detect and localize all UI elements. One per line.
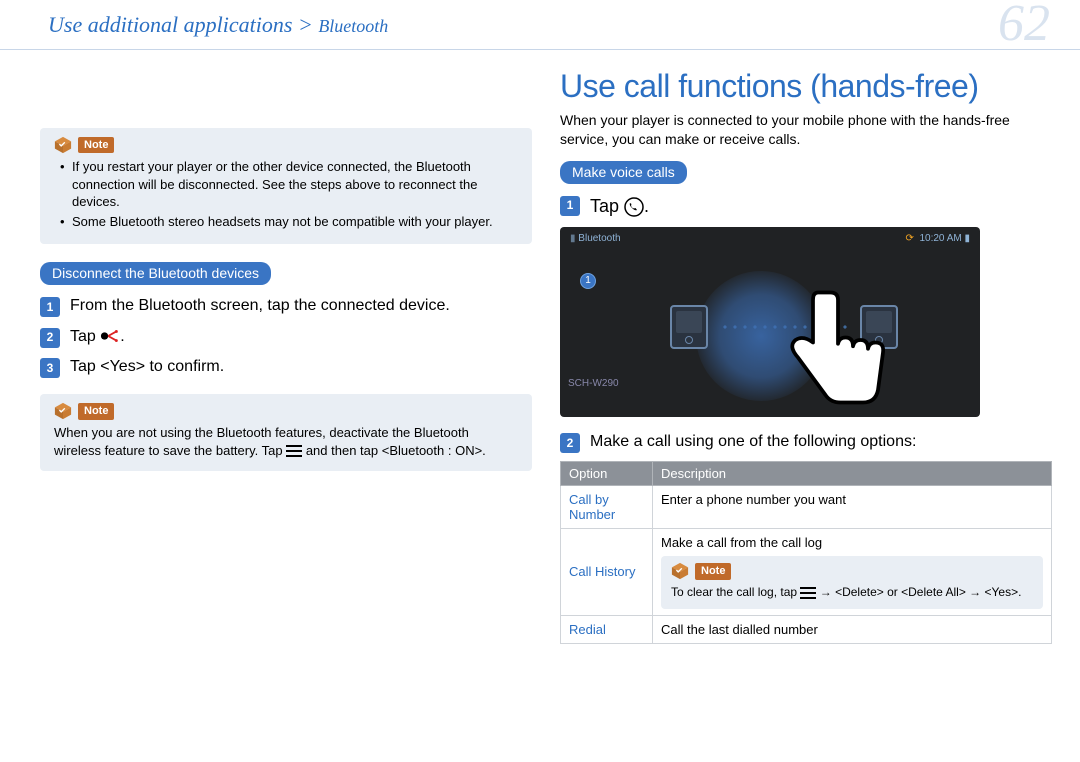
step-number-icon: 2 — [560, 433, 580, 453]
step-number-icon: 2 — [40, 328, 60, 348]
page-number: 62 — [998, 0, 1050, 53]
section-pill-voice: Make voice calls — [560, 161, 687, 184]
right-column: Use call functions (hands-free) When you… — [560, 68, 1052, 644]
note-cube-icon — [671, 562, 689, 580]
disconnect-steps: 1 From the Bluetooth screen, tap the con… — [40, 295, 532, 378]
step-text: Tap . — [590, 194, 1052, 219]
note-header: Note — [54, 136, 518, 154]
device-screenshot: ▮ Bluetooth ⟳ 10:20 AM ▮ 1 SCH-W290 — [560, 227, 980, 417]
note-box-2: Note When you are not using the Bluetoot… — [40, 394, 532, 471]
step-text: Make a call using one of the following o… — [590, 431, 1052, 453]
call-options-table: Option Description Call by Number Enter … — [560, 461, 1052, 643]
menu-icon — [800, 587, 816, 599]
note-cube-icon — [54, 402, 72, 420]
note-item: Some Bluetooth stereo headsets may not b… — [60, 213, 518, 231]
nested-note: Note To clear the call log, tap → <Delet… — [661, 556, 1043, 608]
content-columns: Note If you restart your player or the o… — [0, 50, 1080, 654]
voice-step-2: 2 Make a call using one of the following… — [560, 431, 1052, 453]
screenshot-badge: 1 — [580, 273, 596, 289]
table-row: Call History Make a call from the call l… — [561, 529, 1052, 615]
step-2: 2 Tap . — [40, 326, 532, 348]
breadcrumb-sep: > — [292, 12, 318, 37]
screenshot-time: ⟳ 10:20 AM ▮ — [906, 233, 971, 244]
section-pill-disconnect: Disconnect the Bluetooth devices — [40, 262, 271, 285]
section-title: Use call functions (hands-free) — [560, 68, 1052, 105]
left-column: Note If you restart your player or the o… — [40, 68, 532, 644]
option-call-by-number: Call by Number — [561, 486, 653, 529]
option-desc: Enter a phone number you want — [653, 486, 1052, 529]
option-redial: Redial — [561, 615, 653, 643]
intro-text: When your player is connected to your mo… — [560, 111, 1052, 149]
step-3: 3 Tap <Yes> to confirm. — [40, 356, 532, 378]
table-head-option: Option — [561, 462, 653, 486]
step-1: 1 From the Bluetooth screen, tap the con… — [40, 295, 532, 317]
screenshot-device-label: SCH-W290 — [568, 378, 619, 389]
menu-icon — [286, 445, 302, 457]
note-list: If you restart your player or the other … — [54, 158, 518, 230]
screenshot-statusbar: ▮ Bluetooth ⟳ 10:20 AM ▮ — [560, 227, 980, 246]
note-label: Note — [78, 137, 114, 154]
hand-pointer-icon — [758, 270, 908, 417]
breadcrumb-sub: Bluetooth — [318, 16, 388, 36]
note-box-1: Note If you restart your player or the o… — [40, 128, 532, 244]
note-label: Note — [78, 403, 114, 420]
table-head-desc: Description — [653, 462, 1052, 486]
table-row: Redial Call the last dialled number — [561, 615, 1052, 643]
step-number-icon: 1 — [40, 297, 60, 317]
table-row: Call by Number Enter a phone number you … — [561, 486, 1052, 529]
note-body: When you are not using the Bluetooth fea… — [54, 424, 518, 459]
step-text: Tap <Yes> to confirm. — [70, 356, 532, 378]
note-label: Note — [695, 563, 731, 580]
note-cube-icon — [54, 136, 72, 154]
device-left-icon — [670, 305, 708, 349]
page-header: Use additional applications > Bluetooth … — [0, 0, 1080, 50]
breadcrumb-main: Use additional applications — [48, 12, 292, 37]
step-text: Tap . — [70, 326, 532, 348]
note-header: Note — [54, 402, 518, 420]
step-number-icon: 3 — [40, 358, 60, 378]
phone-icon — [624, 197, 644, 217]
breadcrumb: Use additional applications > Bluetooth — [48, 12, 388, 37]
option-call-history: Call History — [561, 529, 653, 615]
note-header: Note — [671, 562, 1033, 580]
disconnect-icon — [100, 328, 120, 344]
step-number-icon: 1 — [560, 196, 580, 216]
option-desc: Call the last dialled number — [653, 615, 1052, 643]
option-desc: Make a call from the call log Note To cl… — [653, 529, 1052, 615]
note-item: If you restart your player or the other … — [60, 158, 518, 211]
screenshot-title: ▮ Bluetooth — [570, 233, 621, 244]
step-text: From the Bluetooth screen, tap the conne… — [70, 295, 532, 317]
voice-step-1: 1 Tap . — [560, 194, 1052, 219]
